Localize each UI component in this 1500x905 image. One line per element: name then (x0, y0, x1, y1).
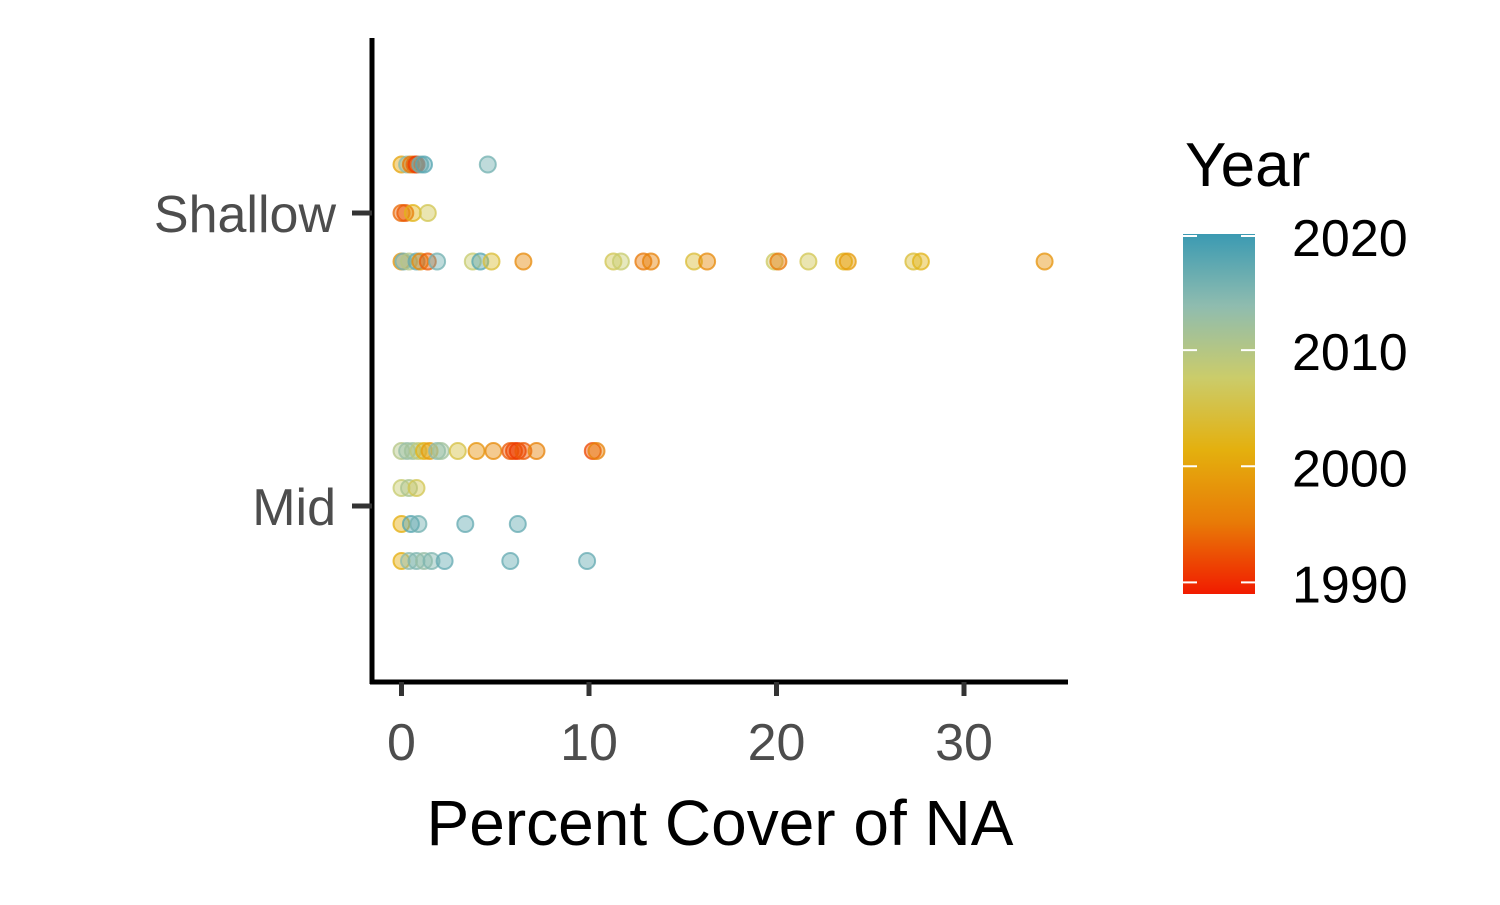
data-point (415, 155, 433, 174)
data-point (418, 204, 437, 222)
legend-tick-label: 2010 (1292, 324, 1408, 382)
x-tick-label: 20 (748, 714, 806, 772)
data-point (467, 442, 486, 460)
y-tick-label: Shallow (154, 186, 337, 244)
legend-ticks: 1990 2000 2010 2020 (1183, 210, 1408, 614)
data-point (428, 252, 447, 271)
data-point (838, 252, 857, 271)
data-point (527, 442, 546, 460)
y-tick-label: Mid (252, 479, 336, 537)
points-layer (392, 155, 1054, 570)
data-point (482, 252, 501, 271)
x-tick-label: 0 (387, 714, 416, 772)
data-point (478, 155, 497, 174)
x-tick-label: 30 (935, 714, 993, 772)
legend-colorbar (1183, 234, 1255, 594)
data-point (508, 442, 527, 460)
x-tick-labels: 0 10 20 30 (387, 714, 993, 772)
legend-tick-label: 2000 (1292, 440, 1408, 498)
legend-tick-label: 2020 (1292, 210, 1408, 268)
x-axis-title: Percent Cover of NA (427, 787, 1014, 859)
data-point (1035, 252, 1054, 271)
data-point (501, 552, 520, 570)
data-point (508, 515, 527, 533)
data-point (484, 442, 503, 460)
data-point (611, 252, 630, 271)
data-point (641, 252, 660, 271)
legend-title: Year (1185, 131, 1310, 200)
data-point (698, 252, 717, 271)
color-legend: Year 1990 2000 2010 2020 (1183, 131, 1408, 614)
data-point (514, 252, 533, 271)
data-point (407, 479, 426, 497)
data-point (587, 442, 606, 460)
data-point (435, 552, 454, 570)
data-point (448, 442, 467, 460)
legend-tick-label: 1990 (1292, 556, 1408, 614)
x-tick-label: 10 (560, 714, 618, 772)
y-tick-labels: Shallow Mid (154, 186, 337, 537)
data-point (578, 552, 597, 570)
axes (352, 38, 1068, 696)
data-point (685, 252, 703, 271)
data-point (799, 252, 818, 271)
data-point (409, 515, 428, 533)
data-point (403, 204, 422, 222)
data-point (514, 442, 533, 460)
data-point (431, 442, 450, 460)
data-point (422, 552, 441, 570)
data-point (911, 252, 930, 271)
data-point (769, 252, 788, 271)
data-point (456, 515, 475, 533)
data-point (418, 252, 437, 271)
